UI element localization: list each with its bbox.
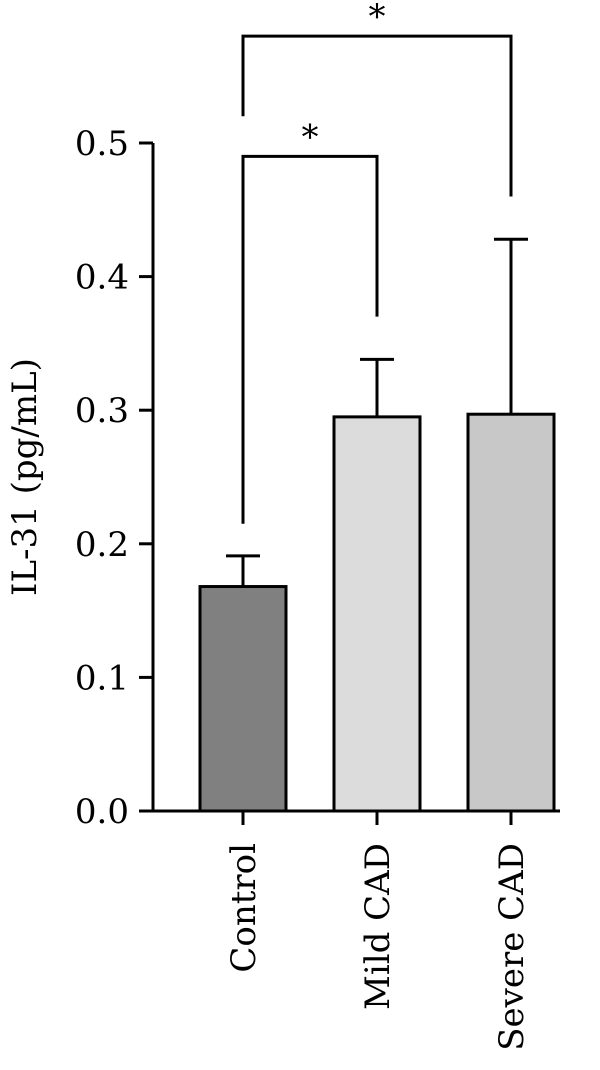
y-tick-label: 0.3 [75, 391, 129, 431]
significance-marker: * [369, 0, 386, 37]
y-tick-label: 0.0 [75, 792, 129, 832]
y-axis: 0.0 0.1 0.2 0.3 0.4 0.5 [75, 124, 155, 832]
x-tick-label-severe-cad: Severe CAD [492, 843, 532, 1051]
x-tick-label-mild-cad: Mild CAD [358, 843, 398, 1010]
bars-layer [198, 412, 556, 813]
x-tick-label-control: Control [224, 843, 264, 973]
significance-marker: * [302, 117, 319, 157]
bar-severe-cad [466, 412, 556, 813]
significance-brackets: ** [241, 0, 513, 524]
y-tick-label: 0.2 [75, 525, 129, 565]
y-tick-label: 0.4 [75, 258, 129, 298]
error-bars-layer [226, 237, 528, 587]
significance-bracket [241, 154, 379, 524]
y-tick-label: 0.1 [75, 658, 129, 698]
bar-mild-cad [332, 415, 422, 813]
bar-control [198, 585, 288, 813]
y-axis-label: IL-31 (pg/mL) [5, 358, 45, 596]
x-axis: Control Mild CAD Severe CAD [153, 809, 560, 1051]
y-tick-label: 0.5 [75, 124, 129, 164]
significance-bracket [241, 34, 513, 197]
